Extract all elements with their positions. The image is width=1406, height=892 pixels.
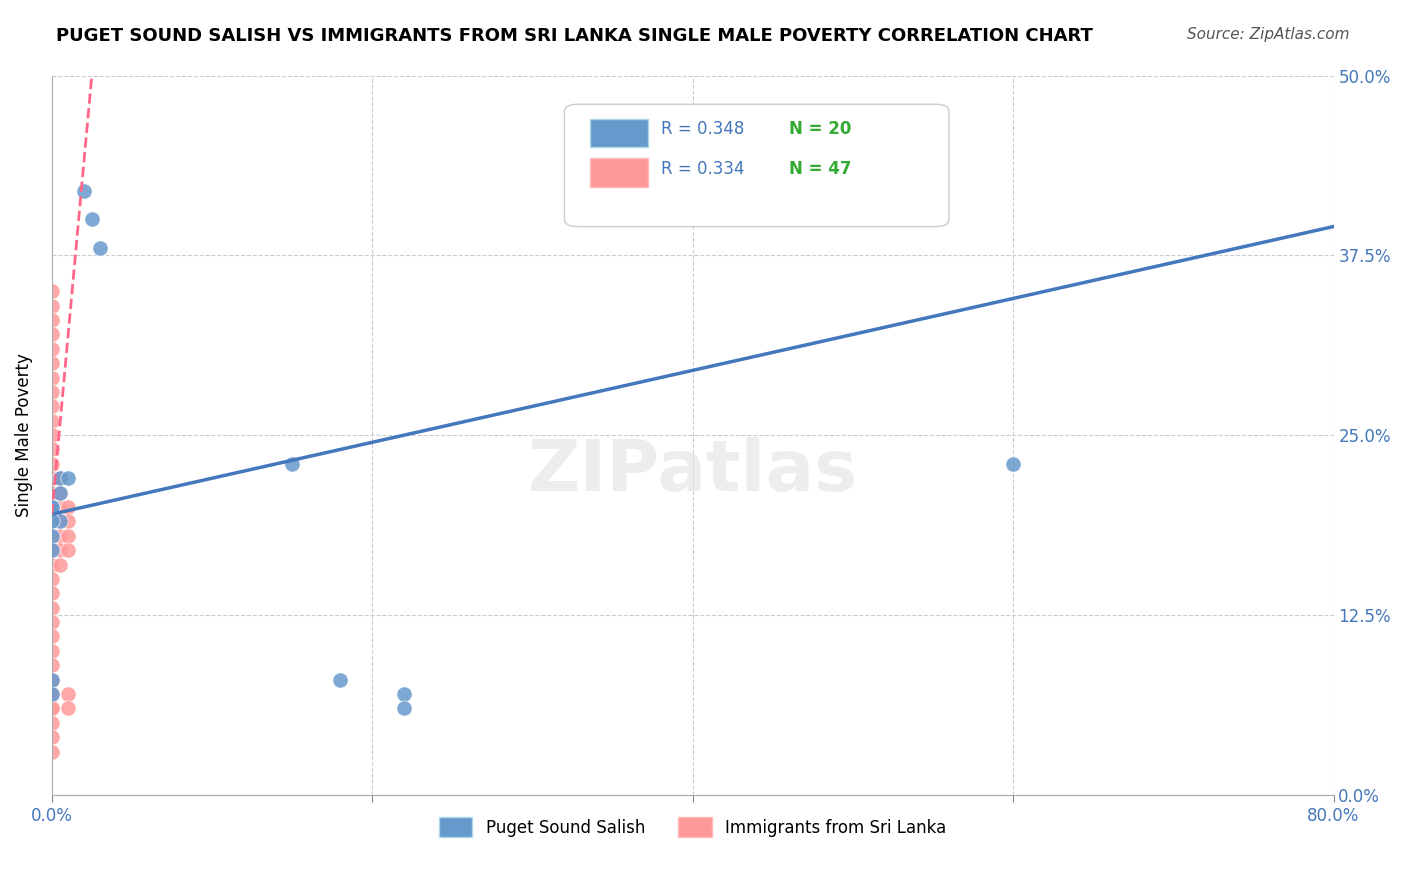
Point <box>41 630 63 644</box>
FancyBboxPatch shape <box>564 104 949 227</box>
Point <box>41 515 63 529</box>
Point <box>73 184 96 198</box>
Point <box>56 543 79 558</box>
Point <box>41 543 63 558</box>
Point <box>41 745 63 759</box>
Point <box>41 529 63 543</box>
Point <box>329 673 352 687</box>
Point <box>49 485 72 500</box>
Point <box>41 558 63 572</box>
Point <box>49 471 72 485</box>
Point <box>41 572 63 586</box>
Point <box>41 615 63 629</box>
Point <box>41 600 63 615</box>
Point <box>41 285 63 299</box>
Point <box>41 543 63 558</box>
Point <box>41 370 63 384</box>
Text: ZIPatlas: ZIPatlas <box>527 436 858 506</box>
Text: R = 0.334: R = 0.334 <box>661 160 744 178</box>
Point <box>41 400 63 414</box>
Bar <box>591 119 648 147</box>
Point <box>41 299 63 313</box>
Point <box>49 515 72 529</box>
Point <box>41 313 63 327</box>
Point <box>41 471 63 485</box>
Point <box>41 457 63 471</box>
Text: N = 20: N = 20 <box>789 120 851 138</box>
Point <box>56 500 79 514</box>
Point <box>56 701 79 715</box>
Point <box>41 500 63 514</box>
Text: N = 47: N = 47 <box>789 160 851 178</box>
Point <box>41 673 63 687</box>
Point <box>56 687 79 701</box>
Point <box>41 500 63 514</box>
Point <box>56 471 79 485</box>
Point <box>56 529 79 543</box>
Point <box>49 500 72 514</box>
Point <box>41 342 63 356</box>
Y-axis label: Single Male Poverty: Single Male Poverty <box>15 353 32 517</box>
Point <box>650 140 672 154</box>
Point <box>41 515 63 529</box>
Point <box>41 701 63 715</box>
Point <box>41 644 63 658</box>
Point <box>394 687 416 701</box>
Point <box>41 715 63 730</box>
Text: PUGET SOUND SALISH VS IMMIGRANTS FROM SRI LANKA SINGLE MALE POVERTY CORRELATION : PUGET SOUND SALISH VS IMMIGRANTS FROM SR… <box>56 27 1092 45</box>
Point <box>41 414 63 428</box>
Point <box>41 327 63 342</box>
Point <box>394 701 416 715</box>
Point <box>49 515 72 529</box>
Point <box>41 529 63 543</box>
Point <box>281 457 304 471</box>
Point <box>49 529 72 543</box>
Point <box>89 241 111 255</box>
Point <box>41 428 63 442</box>
Point <box>41 673 63 687</box>
Point <box>41 687 63 701</box>
Bar <box>591 158 648 187</box>
Point <box>56 515 79 529</box>
Point <box>49 471 72 485</box>
Point <box>41 384 63 399</box>
Text: R = 0.348: R = 0.348 <box>661 120 744 138</box>
Point <box>41 442 63 457</box>
Point <box>41 701 63 715</box>
Point <box>41 730 63 744</box>
Point <box>41 356 63 370</box>
Point <box>41 485 63 500</box>
Point <box>41 586 63 600</box>
Text: Source: ZipAtlas.com: Source: ZipAtlas.com <box>1187 27 1350 42</box>
Point <box>49 543 72 558</box>
Point <box>49 558 72 572</box>
Point <box>80 212 103 227</box>
Point <box>41 687 63 701</box>
Point <box>41 658 63 673</box>
Point <box>49 485 72 500</box>
Point <box>1002 457 1025 471</box>
Legend: Puget Sound Salish, Immigrants from Sri Lanka: Puget Sound Salish, Immigrants from Sri … <box>432 810 953 844</box>
Point <box>41 500 63 514</box>
